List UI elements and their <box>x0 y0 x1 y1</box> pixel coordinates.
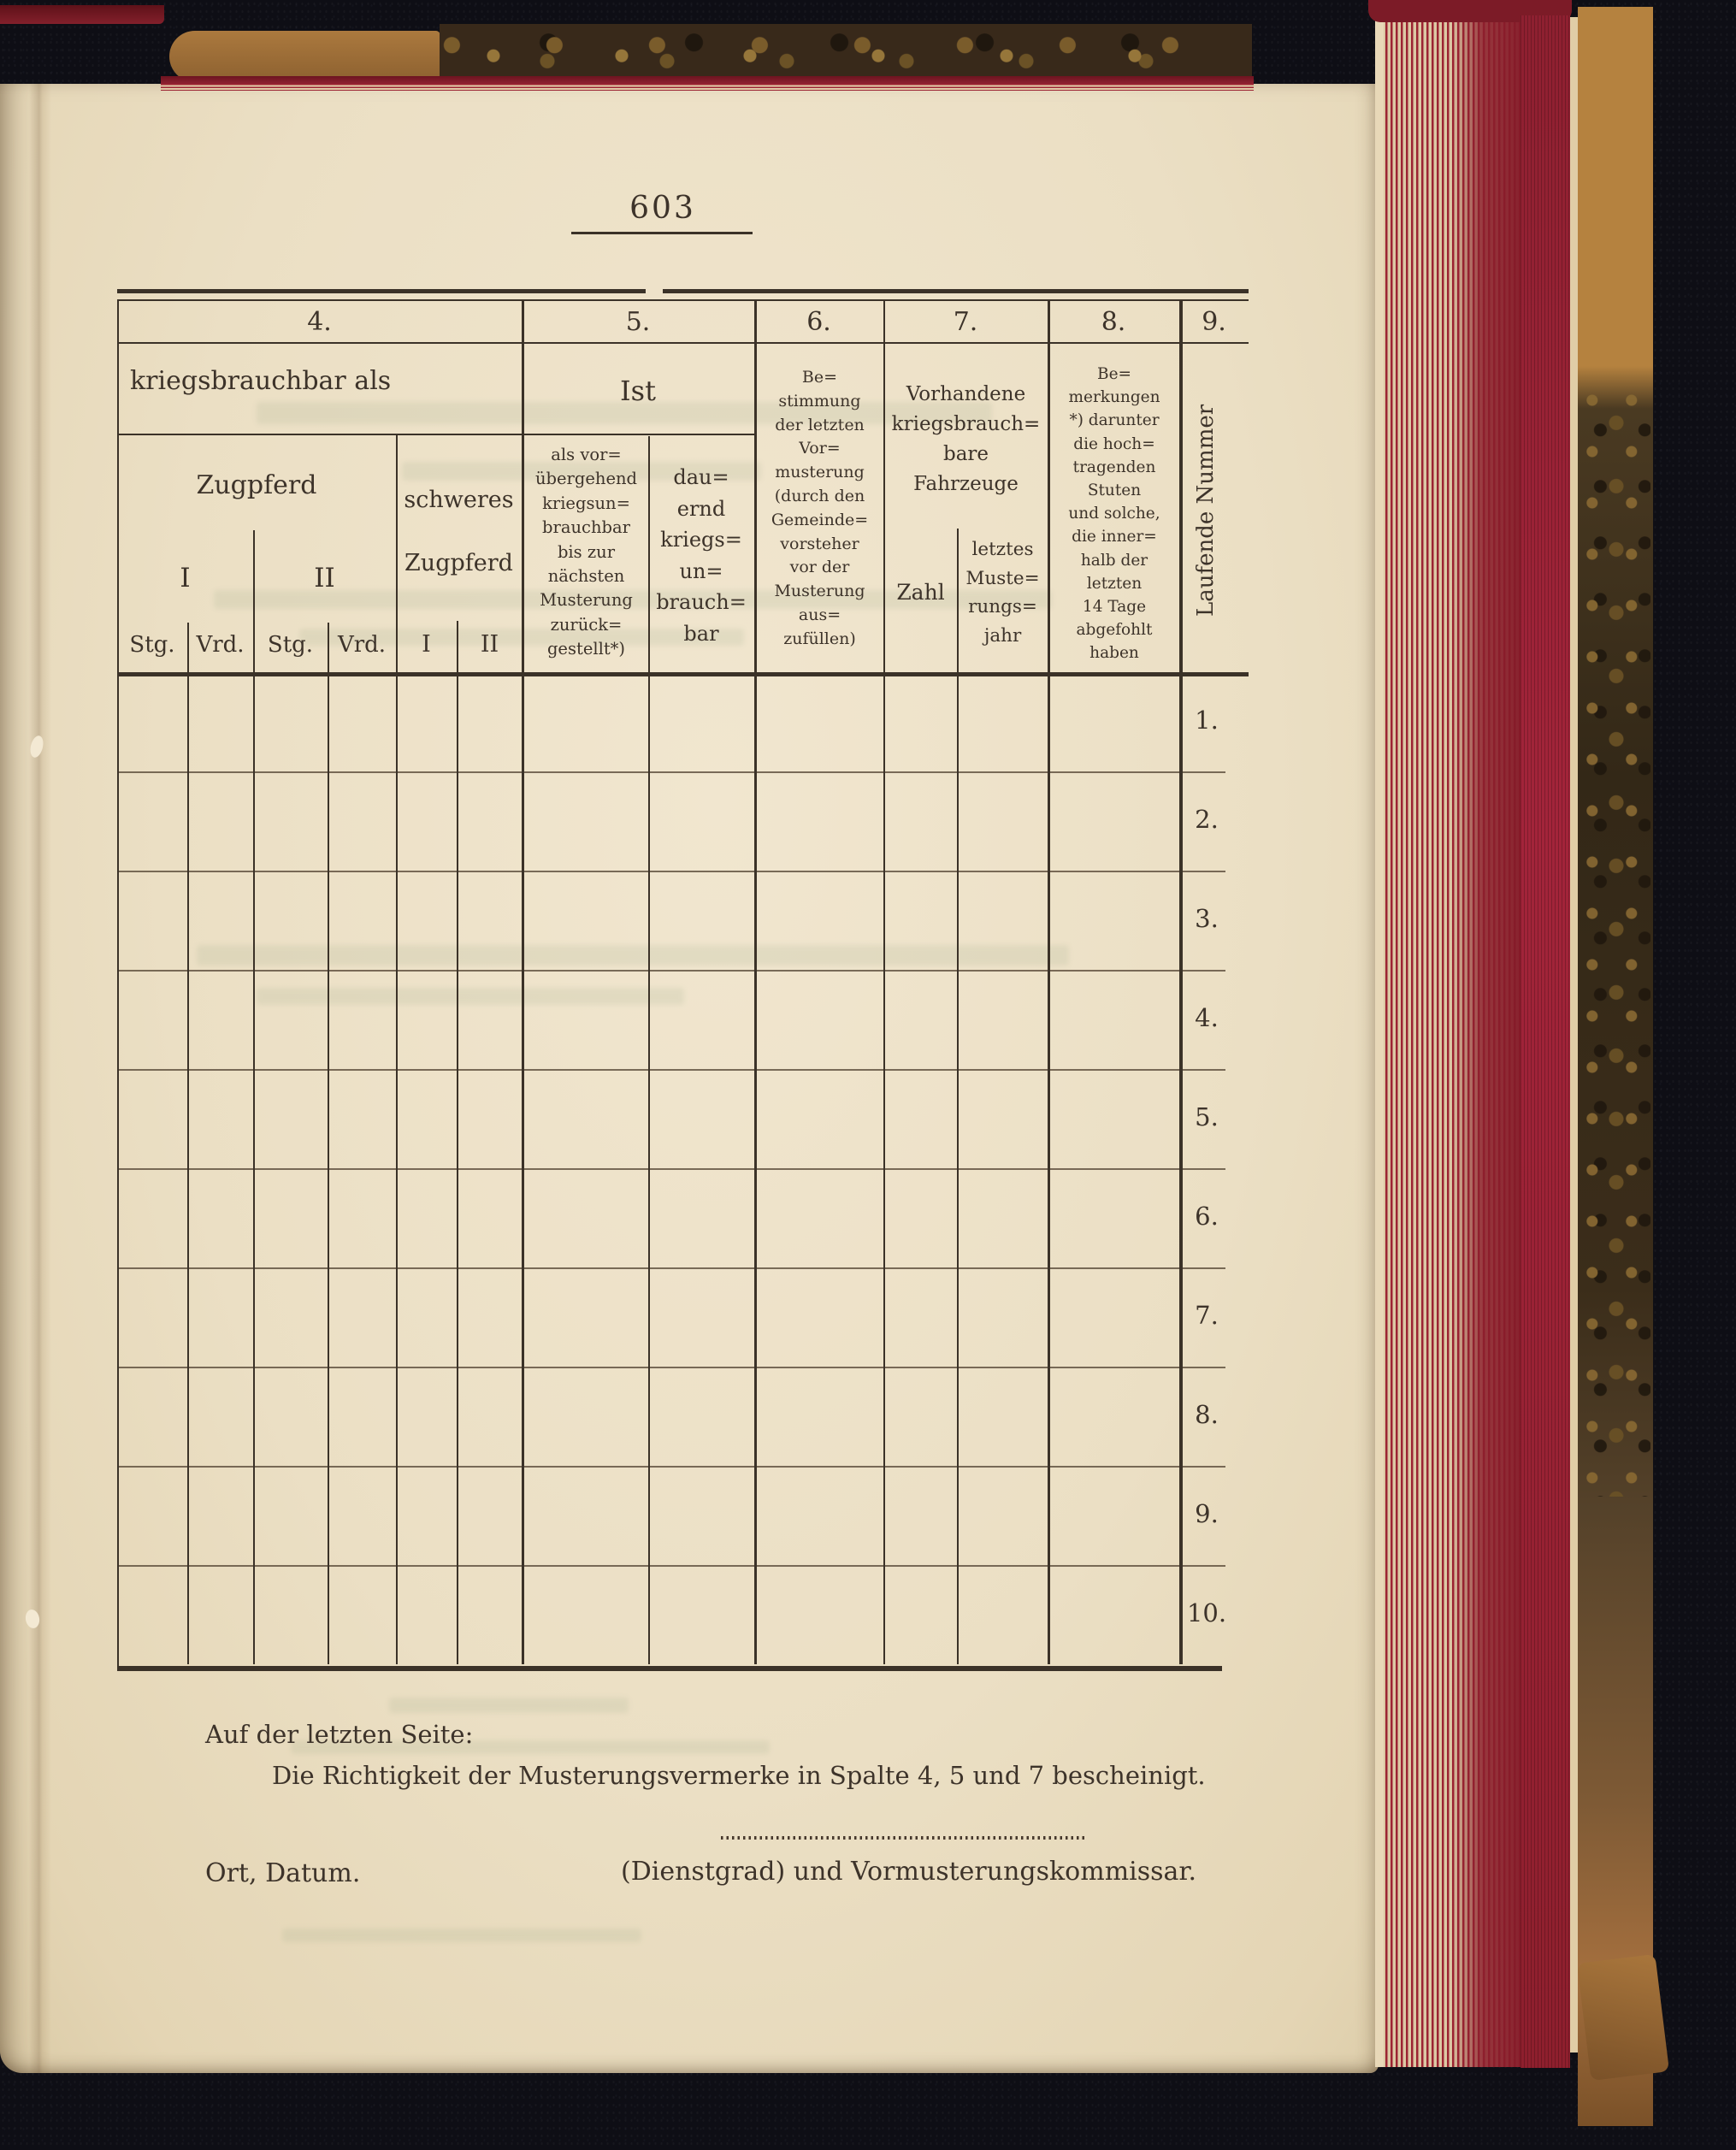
col5-right-subheader: dau= ernd kriegs= un= brauch= bar <box>656 465 747 646</box>
col4-schwer-II: II <box>480 631 499 658</box>
col4-zugpferd-II: II <box>314 563 335 594</box>
col4-zugpferd-I: I <box>180 563 191 594</box>
showthrough-smudge <box>389 1698 629 1713</box>
rule <box>187 623 189 1664</box>
rule <box>117 342 1249 344</box>
rule <box>663 289 1249 293</box>
footer-signature-label: (Dienstgrad) und Vormusterungskommissar. <box>621 1857 1196 1887</box>
col4-schweres-zugpferd: schweres Zugpferd <box>404 487 514 576</box>
column-number-8: 8. <box>1101 307 1126 337</box>
rule <box>1048 299 1050 1664</box>
showthrough-smudge <box>282 1929 641 1942</box>
top-edge-marble <box>440 24 1252 77</box>
showthrough-smudge <box>257 402 992 424</box>
col4-zugpferd: Zugpferd <box>196 470 317 500</box>
row-divider <box>117 771 1225 773</box>
top-edge-red-line <box>161 76 1254 84</box>
column-number-9: 9. <box>1202 307 1226 337</box>
col4-sub-vrd-1: Vrd. <box>196 632 245 658</box>
rule <box>883 299 885 1664</box>
footer-place-date: Ort, Datum. <box>205 1858 361 1888</box>
top-left-red-edge <box>0 5 164 24</box>
row-divider <box>117 1168 1225 1170</box>
footer-note-heading: Auf der letzten Seite: <box>205 1720 474 1749</box>
row-number-10: 10. <box>1186 1598 1227 1627</box>
col4-sub-vrd-2: Vrd. <box>337 632 387 658</box>
row-number-1: 1. <box>1195 706 1219 735</box>
col7-zahl: Zahl <box>896 580 945 605</box>
col6-header: Be= stimmung der letzten Vor= musterung … <box>771 368 869 648</box>
top-edge-leather <box>169 31 441 82</box>
row-number-9: 9. <box>1195 1499 1219 1528</box>
row-divider <box>117 1367 1225 1368</box>
showthrough-smudge <box>402 462 761 481</box>
rule <box>117 299 119 1669</box>
rule <box>648 436 650 1664</box>
row-divider <box>117 1267 1225 1269</box>
showthrough-smudge <box>214 590 1052 609</box>
showthrough-smudge <box>197 945 1069 966</box>
page-number: 603 <box>629 191 696 226</box>
rule <box>117 299 1249 301</box>
showthrough-smudge <box>257 988 684 1005</box>
rule <box>328 623 329 1664</box>
col7-musterungsjahr: letztes Muste= rungs= jahr <box>965 539 1040 647</box>
rule <box>522 299 524 1664</box>
page-number-rule <box>571 232 753 234</box>
row-number-6: 6. <box>1195 1202 1219 1231</box>
row-number-4: 4. <box>1195 1003 1219 1032</box>
col5-title: Ist <box>620 375 656 407</box>
row-divider <box>117 1565 1225 1567</box>
fore-edge-stripes <box>1375 19 1520 2067</box>
column-number-5: 5. <box>625 307 651 337</box>
row-divider <box>117 970 1225 972</box>
footer-note-body: Die Richtigkeit der Musterungsvermerke i… <box>272 1761 1206 1790</box>
paper-page <box>0 84 1379 2073</box>
rule <box>1179 299 1183 1664</box>
cover-corner-wedge <box>1576 1953 1670 2082</box>
fore-edge-red-band <box>1520 15 1570 2068</box>
row-number-8: 8. <box>1195 1400 1219 1429</box>
column-number-4: 4. <box>307 307 332 337</box>
top-edge-stripes <box>161 84 1254 91</box>
signature-dotted-line <box>721 1836 1085 1840</box>
rule <box>117 289 646 293</box>
rule <box>754 299 757 1664</box>
row-divider <box>117 1466 1225 1468</box>
col5-left-subheader: als vor= übergehend kriegsun= brauchbar … <box>534 445 638 659</box>
col8-header: Be= merkungen *) darunter die hoch= trag… <box>1068 365 1160 663</box>
fore-edge-cream-sliver <box>1570 17 1578 2053</box>
col7-title: Vorhandene kriegsbrauch= bare Fahrzeuge <box>891 383 1041 495</box>
rule <box>457 621 458 1664</box>
rule <box>396 434 398 1664</box>
row-number-3: 3. <box>1195 904 1219 933</box>
gutter-crease <box>29 84 51 2073</box>
rule <box>253 530 255 1664</box>
column-number-6: 6. <box>806 307 831 337</box>
col4-sub-stg-1: Stg. <box>129 632 175 658</box>
row-number-2: 2. <box>1195 805 1219 834</box>
col4-title: kriegsbrauchbar als <box>130 366 392 396</box>
row-number-7: 7. <box>1195 1301 1219 1330</box>
rule <box>117 434 755 435</box>
col4-sub-stg-2: Stg. <box>267 632 314 658</box>
col4-schwer-I: I <box>422 631 431 658</box>
row-number-5: 5. <box>1195 1102 1219 1131</box>
row-divider <box>117 871 1225 872</box>
cover-board-marble <box>1580 385 1650 1497</box>
showthrough-smudge <box>291 1740 770 1754</box>
rule <box>117 1666 1222 1671</box>
column-number-7: 7. <box>953 307 978 337</box>
rule <box>957 529 959 1664</box>
rule <box>117 672 1249 676</box>
col9-laufende-nummer: Laufende Nummer <box>1193 404 1219 617</box>
row-divider <box>117 1069 1225 1071</box>
